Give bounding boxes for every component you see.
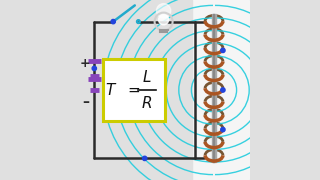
Circle shape — [159, 15, 169, 25]
Circle shape — [221, 48, 225, 53]
Circle shape — [221, 88, 225, 92]
Bar — [192, 0, 250, 180]
Circle shape — [221, 127, 225, 132]
Circle shape — [142, 156, 147, 161]
Bar — [213, 14, 214, 162]
Bar — [70, 0, 192, 180]
Circle shape — [111, 19, 116, 24]
FancyBboxPatch shape — [103, 59, 164, 121]
Text: $L$: $L$ — [142, 69, 151, 85]
Text: $T\ \ =$: $T\ \ =$ — [106, 82, 141, 98]
Text: –: – — [82, 95, 89, 109]
Text: +: + — [80, 57, 91, 70]
Circle shape — [92, 66, 96, 71]
Circle shape — [156, 4, 171, 18]
Bar — [212, 14, 216, 162]
Text: $R$: $R$ — [141, 95, 152, 111]
